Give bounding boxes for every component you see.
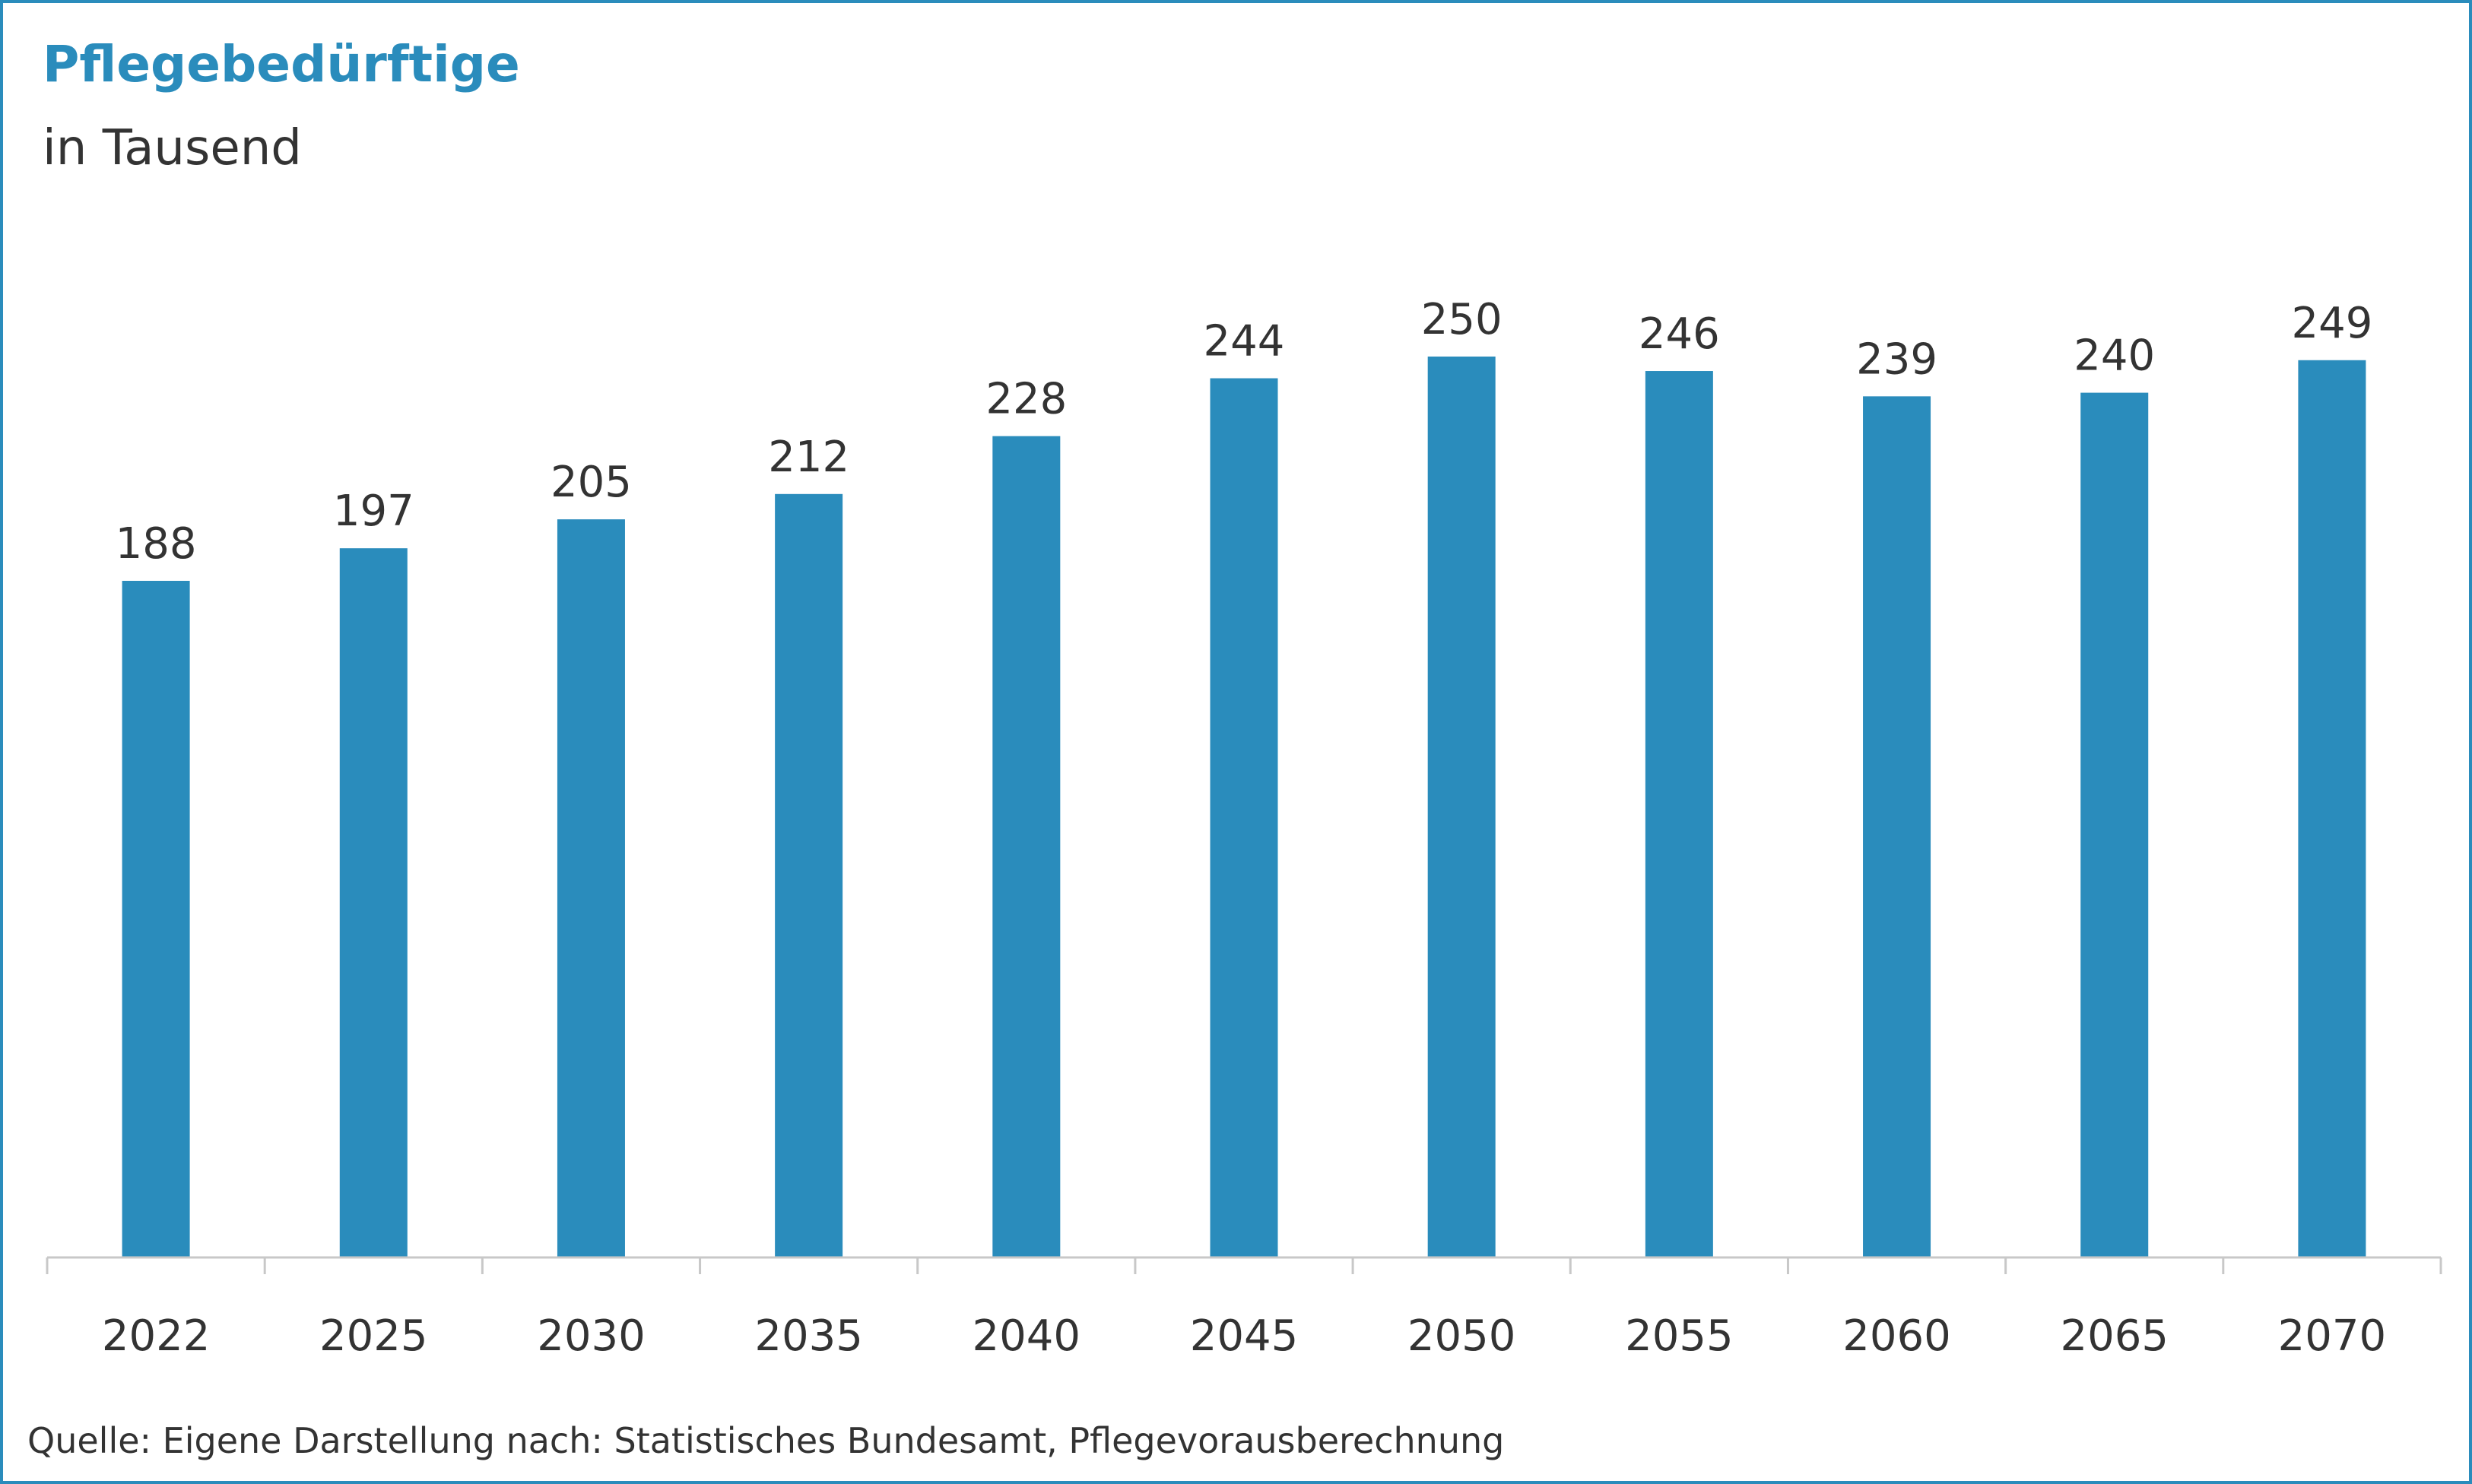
- x-tick-label-2040: 2040: [973, 1311, 1081, 1361]
- source-note: Quelle: Eigene Darstellung nach: Statist…: [27, 1420, 1505, 1461]
- data-label-2022: 188: [116, 519, 197, 569]
- chart-subtitle: in Tausend: [43, 120, 302, 176]
- data-label-2065: 240: [2074, 331, 2155, 381]
- data-labels-group: 188 197 205 212 228 244 250 246 239 240 249: [116, 295, 2373, 569]
- x-tick-label-2055: 2055: [1625, 1311, 1734, 1361]
- data-label-2045: 244: [1204, 317, 1285, 366]
- bar-2035: [775, 493, 843, 1257]
- bar-2055: [1645, 371, 1713, 1258]
- data-label-2030: 205: [551, 458, 632, 507]
- data-label-2035: 212: [768, 433, 849, 482]
- x-axis: [46, 1256, 2442, 1274]
- data-label-2055: 246: [1639, 309, 1720, 359]
- bar-2030: [557, 519, 625, 1257]
- x-tick-labels-group: 2022 2025 2030 2035 2040 2045 2050 2055 2060 2065…: [102, 1311, 2386, 1361]
- x-tick-label-2065: 2065: [2060, 1311, 2169, 1361]
- x-tick-label-2030: 2030: [537, 1311, 646, 1361]
- x-tick-label-2070: 2070: [2278, 1311, 2387, 1361]
- data-label-2060: 239: [1856, 335, 1937, 384]
- x-tick-label-2025: 2025: [319, 1311, 428, 1361]
- bar-2040: [992, 436, 1061, 1257]
- bar-2070: [2298, 360, 2366, 1257]
- bar-2022: [122, 581, 190, 1257]
- bar-2060: [1863, 396, 1931, 1258]
- data-label-2050: 250: [1421, 295, 1503, 344]
- data-label-2070: 249: [2291, 299, 2372, 348]
- bar-2050: [1427, 357, 1496, 1257]
- x-tick-label-2035: 2035: [754, 1311, 863, 1361]
- x-tick-label-2050: 2050: [1407, 1311, 1516, 1361]
- bar-2065: [2080, 392, 2149, 1258]
- chart-title: Pflegebedürftige: [43, 35, 520, 94]
- x-tick-label-2022: 2022: [102, 1311, 211, 1361]
- data-label-2040: 228: [985, 375, 1067, 424]
- bar-2025: [339, 548, 408, 1257]
- bars-group: [122, 357, 2366, 1258]
- bar-2045: [1210, 378, 1278, 1258]
- x-tick-label-2045: 2045: [1190, 1311, 1299, 1361]
- x-tick-label-2060: 2060: [1842, 1311, 1951, 1361]
- data-label-2025: 197: [333, 487, 414, 536]
